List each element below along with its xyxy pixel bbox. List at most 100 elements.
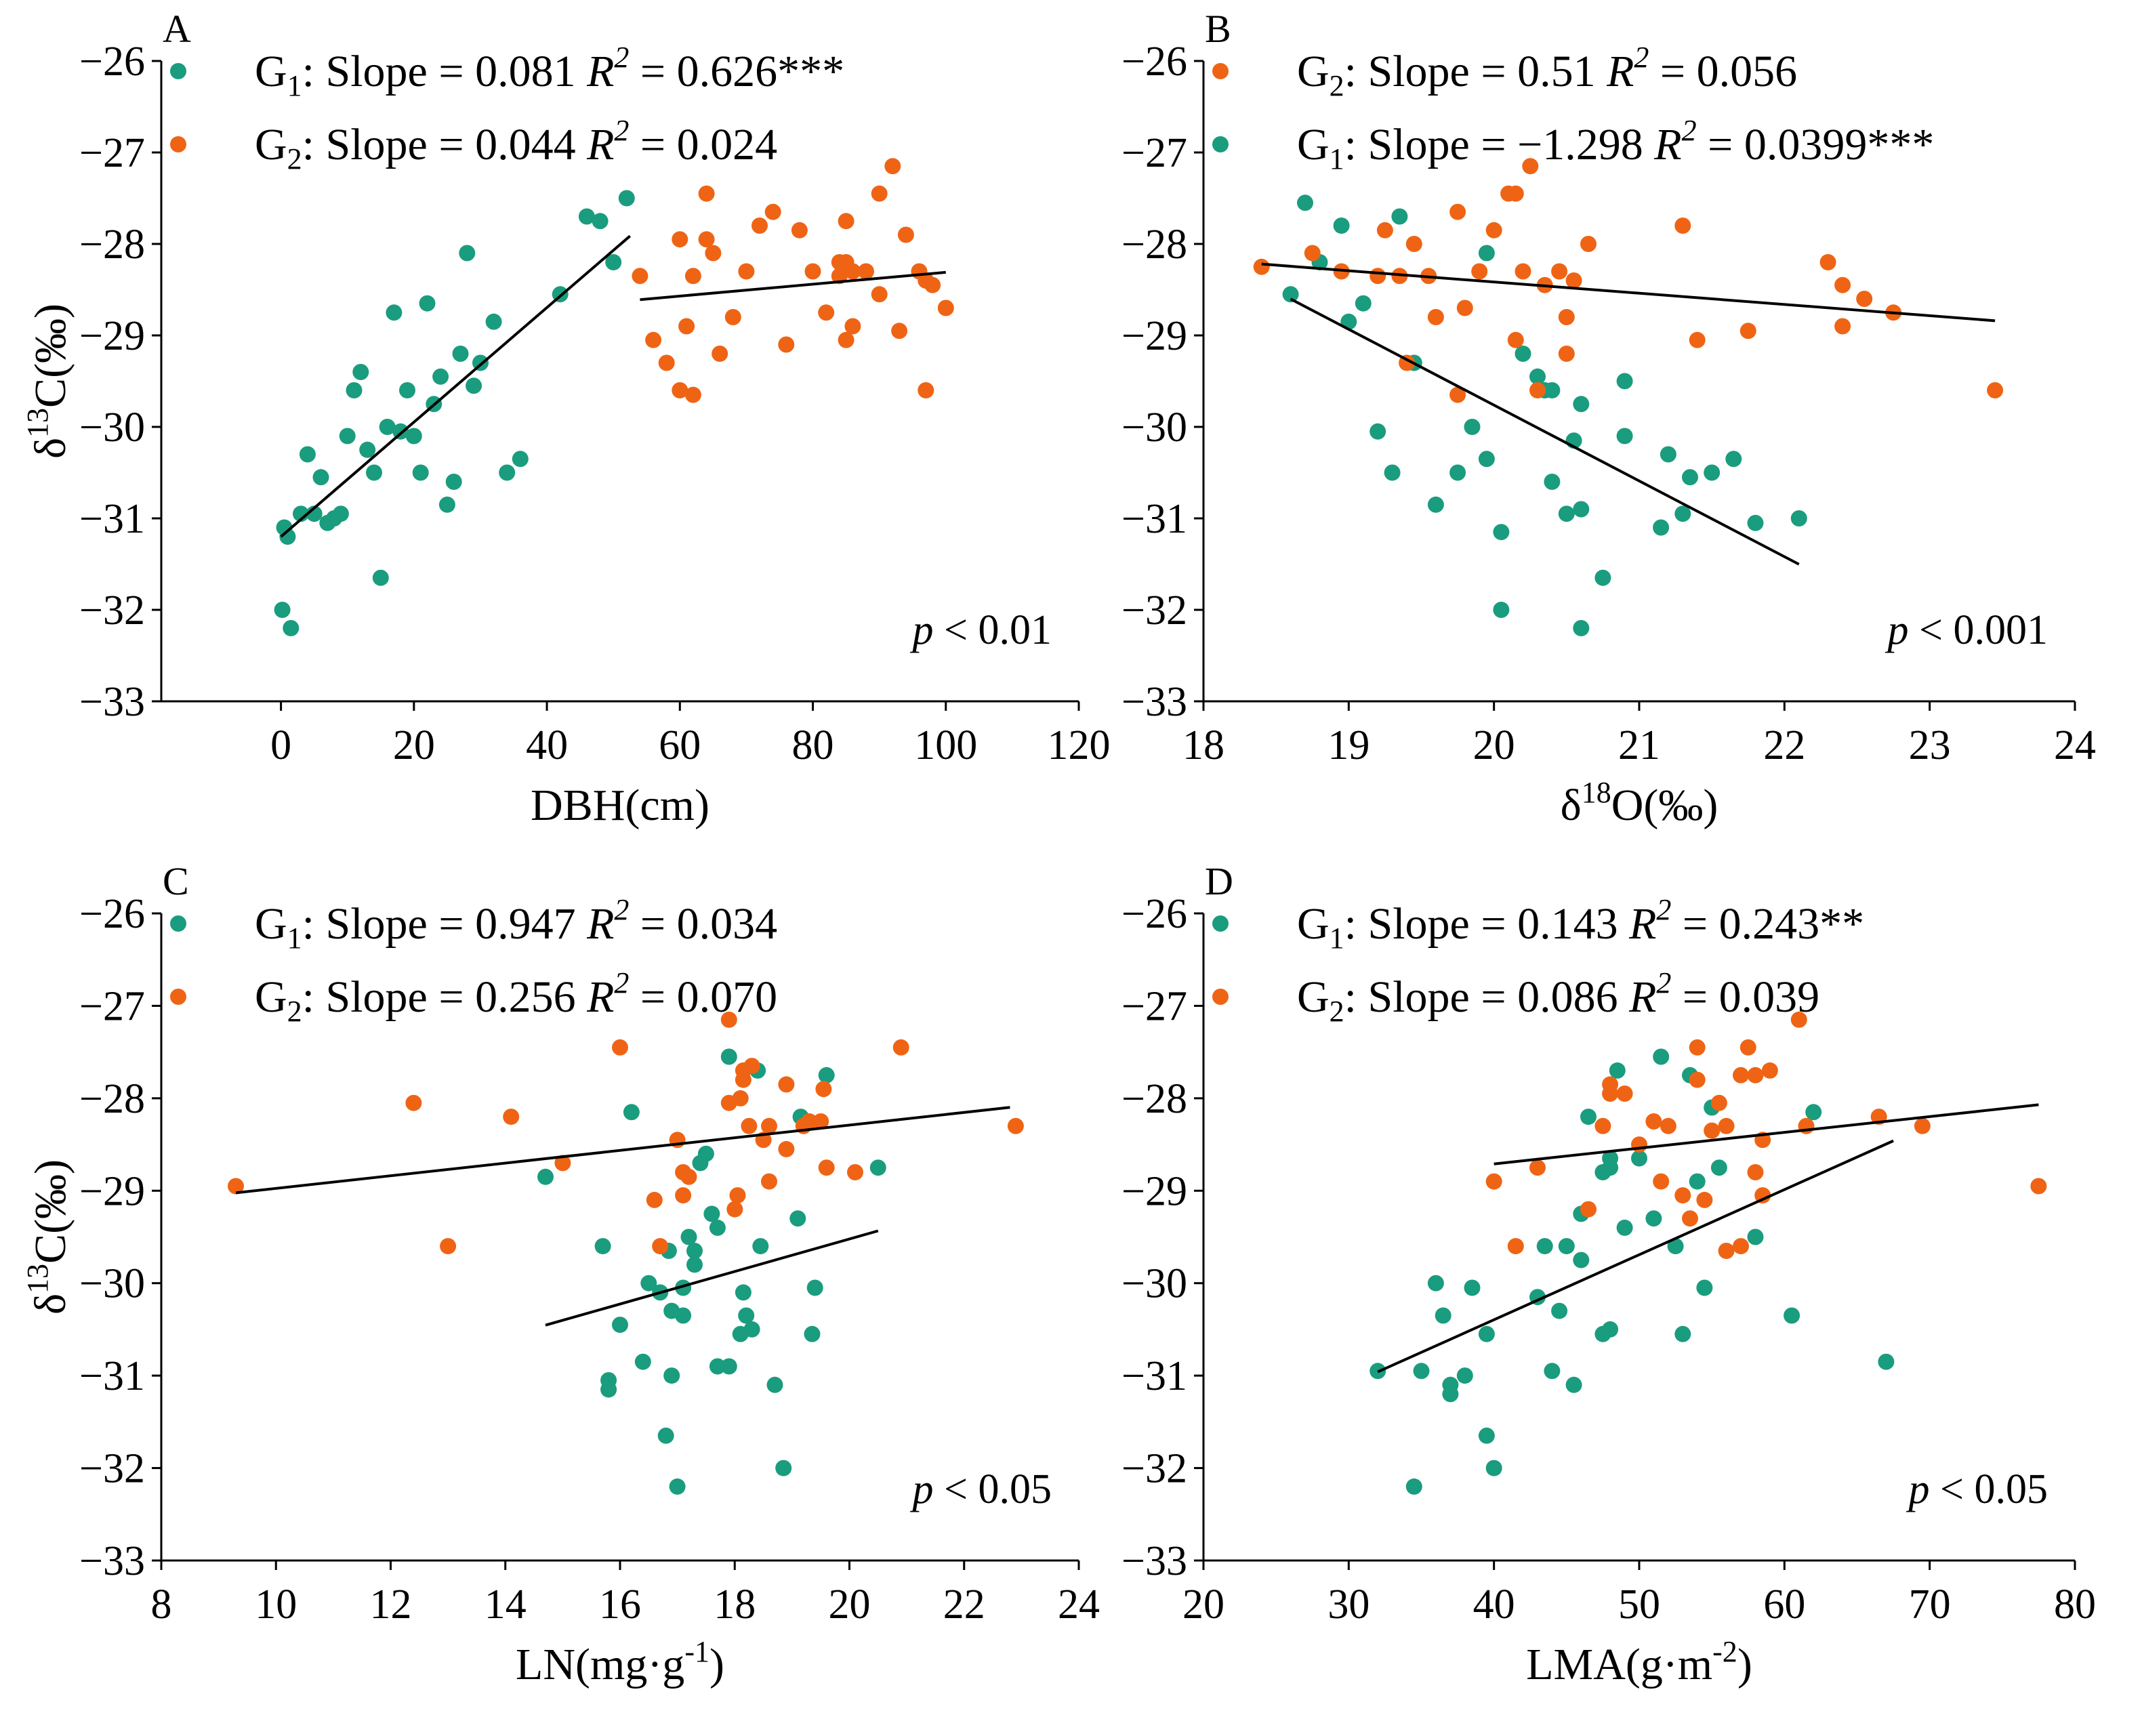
point-g1 <box>1478 451 1495 468</box>
point-g1 <box>485 313 502 330</box>
x-tick-label: 20 <box>393 722 435 768</box>
y-tick-label: −29 <box>1121 1168 1187 1214</box>
point-g1 <box>412 464 429 481</box>
x-tick-label: 0 <box>270 722 291 768</box>
point-g2 <box>1253 258 1270 275</box>
point-g2 <box>1471 263 1488 280</box>
panel-letter: D <box>1205 859 1233 903</box>
point-g2 <box>726 1201 743 1218</box>
point-g2 <box>554 1155 571 1172</box>
point-g2 <box>1594 1117 1611 1134</box>
point-g2 <box>1405 236 1422 252</box>
legend-marker-g1 <box>1212 915 1229 932</box>
point-g2 <box>1733 1067 1749 1083</box>
point-g2 <box>1580 236 1597 252</box>
point-g1 <box>663 1367 680 1384</box>
point-g2 <box>778 1076 795 1093</box>
point-g1 <box>1442 1386 1459 1403</box>
point-g1 <box>1689 1173 1706 1190</box>
y-tick-label: −31 <box>1121 496 1187 542</box>
p-value-label: p < 0.05 <box>1906 1466 2048 1512</box>
fit-line-g2 <box>1494 1103 2039 1165</box>
point-g2 <box>698 231 715 248</box>
y-tick-label: −28 <box>1121 222 1187 268</box>
x-tick-label: 14 <box>485 1582 527 1628</box>
point-g1 <box>1544 474 1561 490</box>
point-g1 <box>618 190 635 207</box>
point-g1 <box>1609 1062 1626 1079</box>
point-g2 <box>761 1117 777 1134</box>
point-g2 <box>658 354 675 371</box>
point-g2 <box>1987 382 2004 398</box>
point-g1 <box>1515 346 1531 362</box>
point-g2 <box>871 286 888 303</box>
point-g1 <box>720 1048 737 1065</box>
panel-letter: B <box>1205 7 1231 51</box>
point-g2 <box>646 1191 663 1208</box>
p-value-label: p < 0.05 <box>910 1466 1052 1512</box>
legend-entry: G1: Slope = 0.143 R2 = 0.243** <box>1297 893 1864 955</box>
point-g2 <box>844 318 861 335</box>
x-tick-label: 120 <box>1048 722 1111 768</box>
y-tick-label: −29 <box>1121 313 1187 359</box>
point-g2 <box>1660 1117 1676 1134</box>
point-g2 <box>871 185 888 202</box>
point-g1 <box>818 1067 835 1083</box>
point-g1 <box>1333 218 1350 234</box>
legend-marker-g1 <box>170 915 186 932</box>
point-g1 <box>293 505 309 522</box>
point-g1 <box>592 213 609 230</box>
point-g1 <box>1747 514 1764 531</box>
legend-entry: G2: Slope = 0.256 R2 = 0.070 <box>255 966 777 1028</box>
point-g1 <box>432 368 449 385</box>
point-g1 <box>709 1358 726 1375</box>
point-g1 <box>352 364 369 380</box>
point-g2 <box>720 1011 737 1028</box>
point-g1 <box>1456 1367 1473 1384</box>
x-tick-label: 24 <box>1058 1582 1100 1628</box>
x-tick-label: 18 <box>714 1582 756 1628</box>
point-g2 <box>1580 1201 1597 1218</box>
point-g1 <box>1790 510 1807 526</box>
legend-marker-g2 <box>1212 63 1229 79</box>
point-g1 <box>709 1219 726 1236</box>
x-tick-label: 18 <box>1182 722 1224 768</box>
point-g1 <box>600 1381 617 1398</box>
point-g2 <box>847 1164 863 1180</box>
point-g1 <box>1478 1427 1495 1444</box>
point-g2 <box>228 1178 244 1195</box>
point-g1 <box>1725 451 1742 468</box>
point-g1 <box>438 496 455 513</box>
point-g2 <box>801 1113 818 1130</box>
point-g1 <box>605 254 622 270</box>
point-g1 <box>1696 1279 1713 1296</box>
y-tick-label: −33 <box>79 679 145 725</box>
point-g2 <box>1747 1067 1764 1083</box>
point-g1 <box>1573 501 1590 518</box>
legend-entry: G2: Slope = 0.044 R2 = 0.024 <box>255 114 777 175</box>
point-g1 <box>1536 1238 1553 1255</box>
point-g1 <box>578 208 595 225</box>
legend-marker-g2 <box>1212 989 1229 1005</box>
x-tick-label: 50 <box>1618 1582 1660 1628</box>
y-tick-label: −28 <box>79 1076 145 1122</box>
point-g2 <box>705 245 722 262</box>
legend-marker-g1 <box>1212 136 1229 152</box>
x-tick-label: 60 <box>659 722 701 768</box>
fit-line-g1 <box>280 234 632 538</box>
point-g2 <box>891 323 908 339</box>
fit-line-g2 <box>640 270 946 302</box>
x-tick-label: 70 <box>1909 1582 1951 1628</box>
point-g2 <box>791 222 808 239</box>
point-g1 <box>1427 496 1444 513</box>
x-tick-label: 20 <box>1182 1582 1224 1628</box>
y-tick-label: −26 <box>79 891 145 937</box>
point-g2 <box>897 226 914 243</box>
point-g1 <box>1558 1238 1575 1255</box>
point-g2 <box>1653 1173 1670 1190</box>
point-g1 <box>346 382 363 398</box>
point-g2 <box>1819 254 1836 270</box>
point-g1 <box>669 1478 686 1495</box>
x-tick-label: 8 <box>151 1582 172 1628</box>
